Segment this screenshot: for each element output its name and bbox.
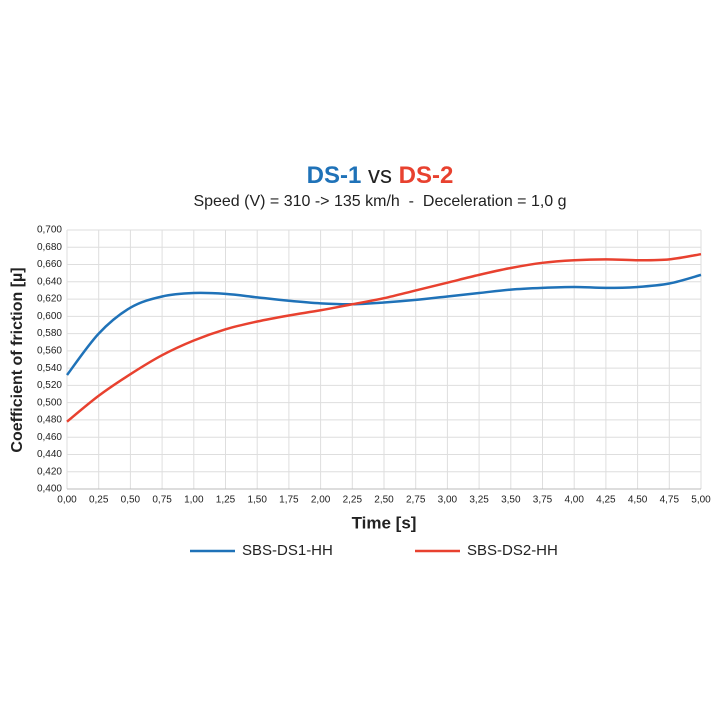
y-tick-label: 0,700 — [37, 225, 62, 236]
x-tick-label: 4,00 — [564, 495, 584, 506]
title-part: vs — [368, 162, 392, 189]
y-tick-label: 0,460 — [37, 432, 62, 443]
x-tick-label: 4,50 — [628, 495, 648, 506]
x-tick-label: 5,00 — [691, 495, 711, 506]
y-tick-label: 0,420 — [37, 466, 62, 477]
y-tick-label: 0,580 — [37, 328, 62, 339]
x-tick-label: 2,25 — [343, 495, 363, 506]
legend-label: SBS-DS1-HH — [242, 542, 333, 559]
chart-title: DS-1 vs DS-2 — [307, 162, 454, 189]
x-axis-label: Time [s] — [352, 513, 417, 532]
y-tick-label: 0,540 — [37, 363, 62, 374]
y-tick-label: 0,620 — [37, 294, 62, 305]
y-tick-label: 0,600 — [37, 311, 62, 322]
series-line — [66, 273, 702, 376]
series-line — [66, 252, 702, 423]
x-tick-label: 0,25 — [89, 495, 109, 506]
x-tick-label: 1,25 — [216, 495, 236, 506]
y-tick-label: 0,640 — [37, 276, 62, 287]
x-tick-label: 0,50 — [121, 495, 141, 506]
title-part: DS-1 — [307, 162, 362, 189]
x-tick-label: 4,25 — [596, 495, 616, 506]
y-tick-label: 0,560 — [37, 346, 62, 357]
x-tick-label: 3,25 — [469, 495, 489, 506]
y-tick-label: 0,440 — [37, 449, 62, 460]
y-tick-label: 0,680 — [37, 242, 62, 253]
x-tick-label: 3,50 — [501, 495, 521, 506]
subtitle: Speed (V) = 310 -> 135 km/h - Decelerati… — [193, 193, 566, 210]
x-tick-label: 3,00 — [438, 495, 458, 506]
y-tick-label: 0,500 — [37, 397, 62, 408]
x-tick-label: 3,75 — [533, 495, 553, 506]
title-part: DS-2 — [399, 162, 454, 189]
x-tick-label: 4,75 — [660, 495, 680, 506]
x-tick-label: 2,00 — [311, 495, 331, 506]
x-tick-label: 2,50 — [374, 495, 394, 506]
x-tick-label: 0,75 — [152, 495, 172, 506]
y-tick-label: 0,400 — [37, 484, 62, 495]
x-tick-label: 1,75 — [279, 495, 299, 506]
y-tick-label: 0,480 — [37, 415, 62, 426]
x-tick-label: 1,50 — [247, 495, 267, 506]
x-tick-label: 2,75 — [406, 495, 426, 506]
y-axis-label: Coefficient of friction [µ] — [9, 267, 26, 452]
x-tick-label: 0,00 — [57, 495, 77, 506]
y-tick-label: 0,660 — [37, 259, 62, 270]
x-tick-label: 1,00 — [184, 495, 204, 506]
legend-label: SBS-DS2-HH — [467, 542, 558, 559]
y-tick-label: 0,520 — [37, 380, 62, 391]
